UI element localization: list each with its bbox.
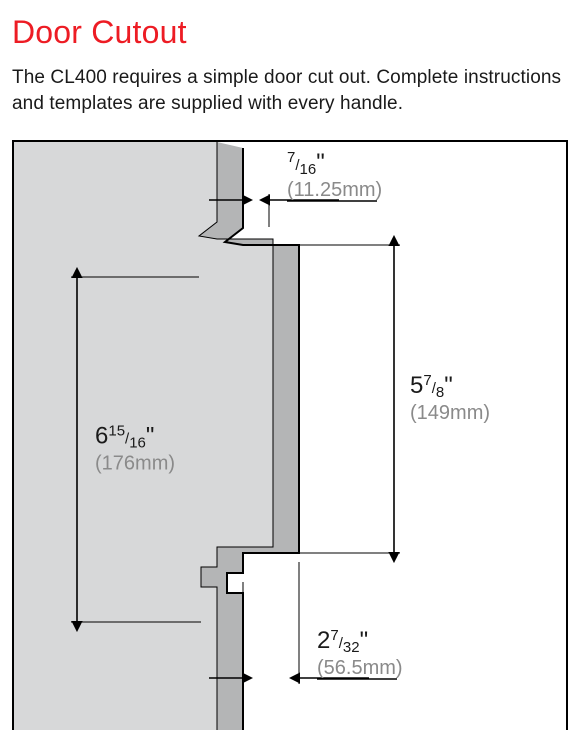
svg-text:(56.5mm): (56.5mm) <box>317 657 403 679</box>
svg-text:57/8": 57/8" <box>410 372 453 401</box>
svg-text:(11.25mm): (11.25mm) <box>287 179 382 201</box>
svg-text:27/32": 27/32" <box>317 627 368 656</box>
dim-right: 57/8"(149mm) <box>410 372 490 424</box>
svg-text:615/16": 615/16" <box>95 423 154 452</box>
svg-text:7/16": 7/16" <box>287 149 325 178</box>
intro-paragraph: The CL400 requires a simple door cut out… <box>12 65 570 116</box>
svg-text:(176mm): (176mm) <box>95 453 175 475</box>
page-title: Door Cutout <box>12 14 570 51</box>
cutout-diagram: 615/16"(176mm) 57/8"(149mm) 7/16"(11.25mm)… <box>12 140 568 730</box>
svg-text:(149mm): (149mm) <box>410 402 490 424</box>
cutout-svg: 615/16"(176mm) 57/8"(149mm) 7/16"(11.25mm)… <box>14 142 566 730</box>
dim-bottom: 27/32"(56.5mm) <box>317 627 403 679</box>
dim-top: 7/16"(11.25mm) <box>287 149 382 201</box>
